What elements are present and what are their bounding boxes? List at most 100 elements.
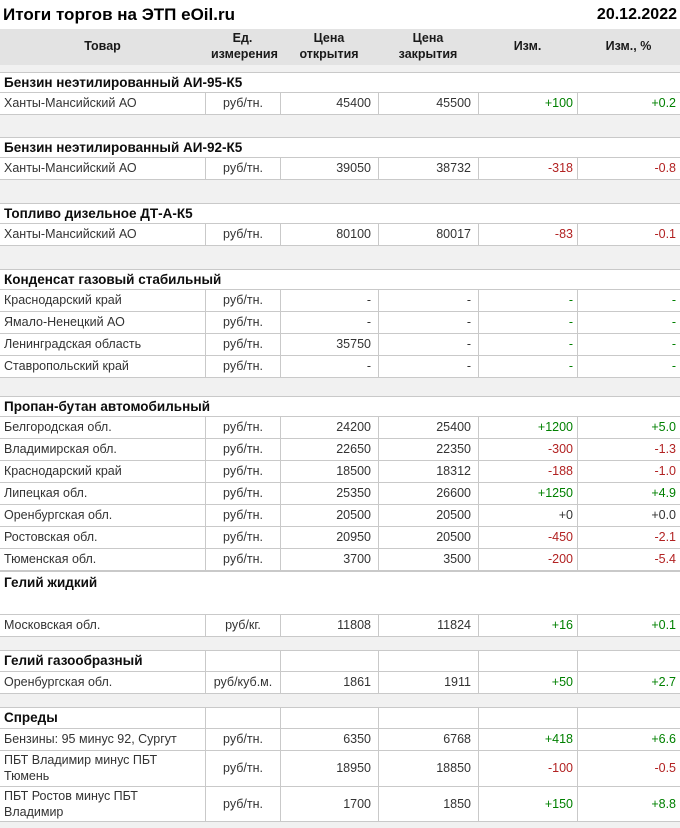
open-price-cell: 80100 (280, 224, 378, 245)
open-price-cell: 20500 (280, 505, 378, 526)
change-pct-cell: -0.8 (577, 158, 680, 179)
open-price-cell: - (280, 290, 378, 311)
section-spacer (0, 694, 680, 707)
table-row: Липецкая обл. руб/тн. 25350 26600 +1250 +4.9 (0, 483, 680, 505)
change-cell: -318 (478, 158, 577, 179)
section-title: Конденсат газовый стабильный (0, 269, 680, 290)
product-cell: Ханты-Мансийский АО (4, 96, 137, 111)
unit-cell: руб/тн. (205, 93, 280, 114)
product-cell: Бензины: 95 минус 92, Сургут (4, 732, 177, 747)
open-price-cell: 20950 (280, 527, 378, 548)
empty-cell (577, 708, 680, 728)
change-cell: +1200 (478, 417, 577, 438)
product-cell: Ростовская обл. (4, 530, 98, 545)
section-title: Бензин неэтилированный АИ-95-К5 (0, 72, 680, 93)
unit-cell: руб/тн. (205, 417, 280, 438)
change-cell: -200 (478, 549, 577, 570)
close-price-cell: 22350 (378, 439, 478, 460)
table-row: ПБТ Ростов минус ПБТ Владимир руб/тн. 1700… (0, 786, 680, 822)
change-pct-cell: +6.6 (577, 729, 680, 750)
close-price-cell: 38732 (378, 158, 478, 179)
change-cell: +150 (478, 786, 577, 821)
unit-cell: руб/тн. (205, 356, 280, 377)
column-header-6: Изм., % (605, 39, 652, 54)
close-price-cell: - (378, 356, 478, 377)
product-cell: Краснодарский край (4, 464, 122, 479)
open-price-cell: 45400 (280, 93, 378, 114)
open-price-cell: 25350 (280, 483, 378, 504)
empty-cell (280, 708, 378, 728)
section-title: Бензин неэтилированный АИ-92-К5 (0, 137, 680, 158)
open-price-cell: - (280, 356, 378, 377)
close-price-cell: 11824 (378, 615, 478, 636)
open-price-cell: 24200 (280, 417, 378, 438)
change-cell: -83 (478, 224, 577, 245)
change-pct-cell: - (577, 356, 680, 377)
unit-cell: руб/тн. (205, 729, 280, 750)
section-spacer (0, 115, 680, 137)
change-cell: -188 (478, 461, 577, 482)
close-price-cell: 1850 (378, 786, 478, 821)
product-cell: Ямало-Ненецкий АО (4, 315, 125, 330)
open-price-cell: 39050 (280, 158, 378, 179)
product-cell: Владимирская обл. (4, 442, 117, 457)
product-cell: Московская обл. (4, 618, 101, 633)
change-pct-cell: +5.0 (577, 417, 680, 438)
unit-cell: руб/тн. (205, 224, 280, 245)
open-price-cell: 1861 (280, 672, 378, 693)
table-row: Тюменская обл. руб/тн. 3700 3500 -200 -5.4 (0, 549, 680, 571)
change-pct-cell: -1.0 (577, 461, 680, 482)
column-header-3: Цена открытия (299, 31, 359, 61)
page-title: Итоги торгов на ЭТП eOil.ru (3, 4, 235, 24)
change-cell: +100 (478, 93, 577, 114)
open-price-cell: 1700 (280, 786, 378, 821)
close-price-cell: 20500 (378, 527, 478, 548)
section-header-row: Гелий газообразный (0, 650, 680, 672)
product-cell: Ленинградская область (4, 337, 142, 352)
close-price-cell: 18850 (378, 751, 478, 786)
change-cell: - (478, 356, 577, 377)
product-cell: Ставропольский край (4, 359, 129, 374)
empty-cell (205, 708, 280, 728)
unit-cell: руб/тн. (205, 483, 280, 504)
unit-cell: руб/кг. (205, 615, 280, 636)
titlebar: Итоги торгов на ЭТП eOil.ru 20.12.2022 (0, 0, 680, 29)
unit-cell: руб/куб.м. (205, 672, 280, 693)
section-spacer (0, 65, 680, 72)
section-title: Спреды (4, 710, 58, 726)
close-price-cell: 18312 (378, 461, 478, 482)
unit-cell: руб/тн. (205, 786, 280, 821)
unit-cell: руб/тн. (205, 527, 280, 548)
open-price-cell: 18950 (280, 751, 378, 786)
section-spacer (0, 637, 680, 650)
section-spacer (0, 180, 680, 203)
open-price-cell: 11808 (280, 615, 378, 636)
section-title: Топливо дизельное ДТ-А-К5 (0, 203, 680, 224)
close-price-cell: 1911 (378, 672, 478, 693)
column-header-2: Ед. измерения (211, 31, 278, 61)
product-cell: Оренбургская обл. (4, 508, 113, 523)
product-cell: Тюменская обл. (4, 552, 97, 567)
change-pct-cell: -1.3 (577, 439, 680, 460)
table-row: Ленинградская область руб/тн. 35750- - - (0, 334, 680, 356)
close-price-cell: 25400 (378, 417, 478, 438)
table-row: Ханты-Мансийский АО руб/тн. 39050 38732 -318… (0, 158, 680, 180)
table-row: Оренбургская обл. руб/тн. 20500 20500 +0 +0.0 (0, 505, 680, 527)
close-price-cell: - (378, 290, 478, 311)
product-cell: Ханты-Мансийский АО (4, 161, 137, 176)
product-cell: ПБТ Ростов минус ПБТ Владимир (4, 788, 138, 819)
change-pct-cell: +4.9 (577, 483, 680, 504)
change-pct-cell: - (577, 290, 680, 311)
product-cell: ПБТ Владимир минус ПБТ Тюмень (4, 753, 158, 784)
unit-cell: руб/тн. (205, 505, 280, 526)
table-row: ПБТ Владимир минус ПБТ Тюмень руб/тн. 1895… (0, 751, 680, 787)
table-row: Бензины: 95 минус 92, Сургут руб/тн. 6350 6… (0, 729, 680, 751)
unit-cell: руб/тн. (205, 312, 280, 333)
close-price-cell: - (378, 312, 478, 333)
open-price-cell: 6350 (280, 729, 378, 750)
section-header-row: Спреды (0, 707, 680, 729)
product-cell: Белгородская обл. (4, 420, 112, 435)
change-cell: -300 (478, 439, 577, 460)
table-row: Ханты-Мансийский АО руб/тн. 45400 45500 +100… (0, 93, 680, 115)
table-column-header-row: Товар Ед. измерения Цена открытия Цена закр… (0, 29, 680, 65)
